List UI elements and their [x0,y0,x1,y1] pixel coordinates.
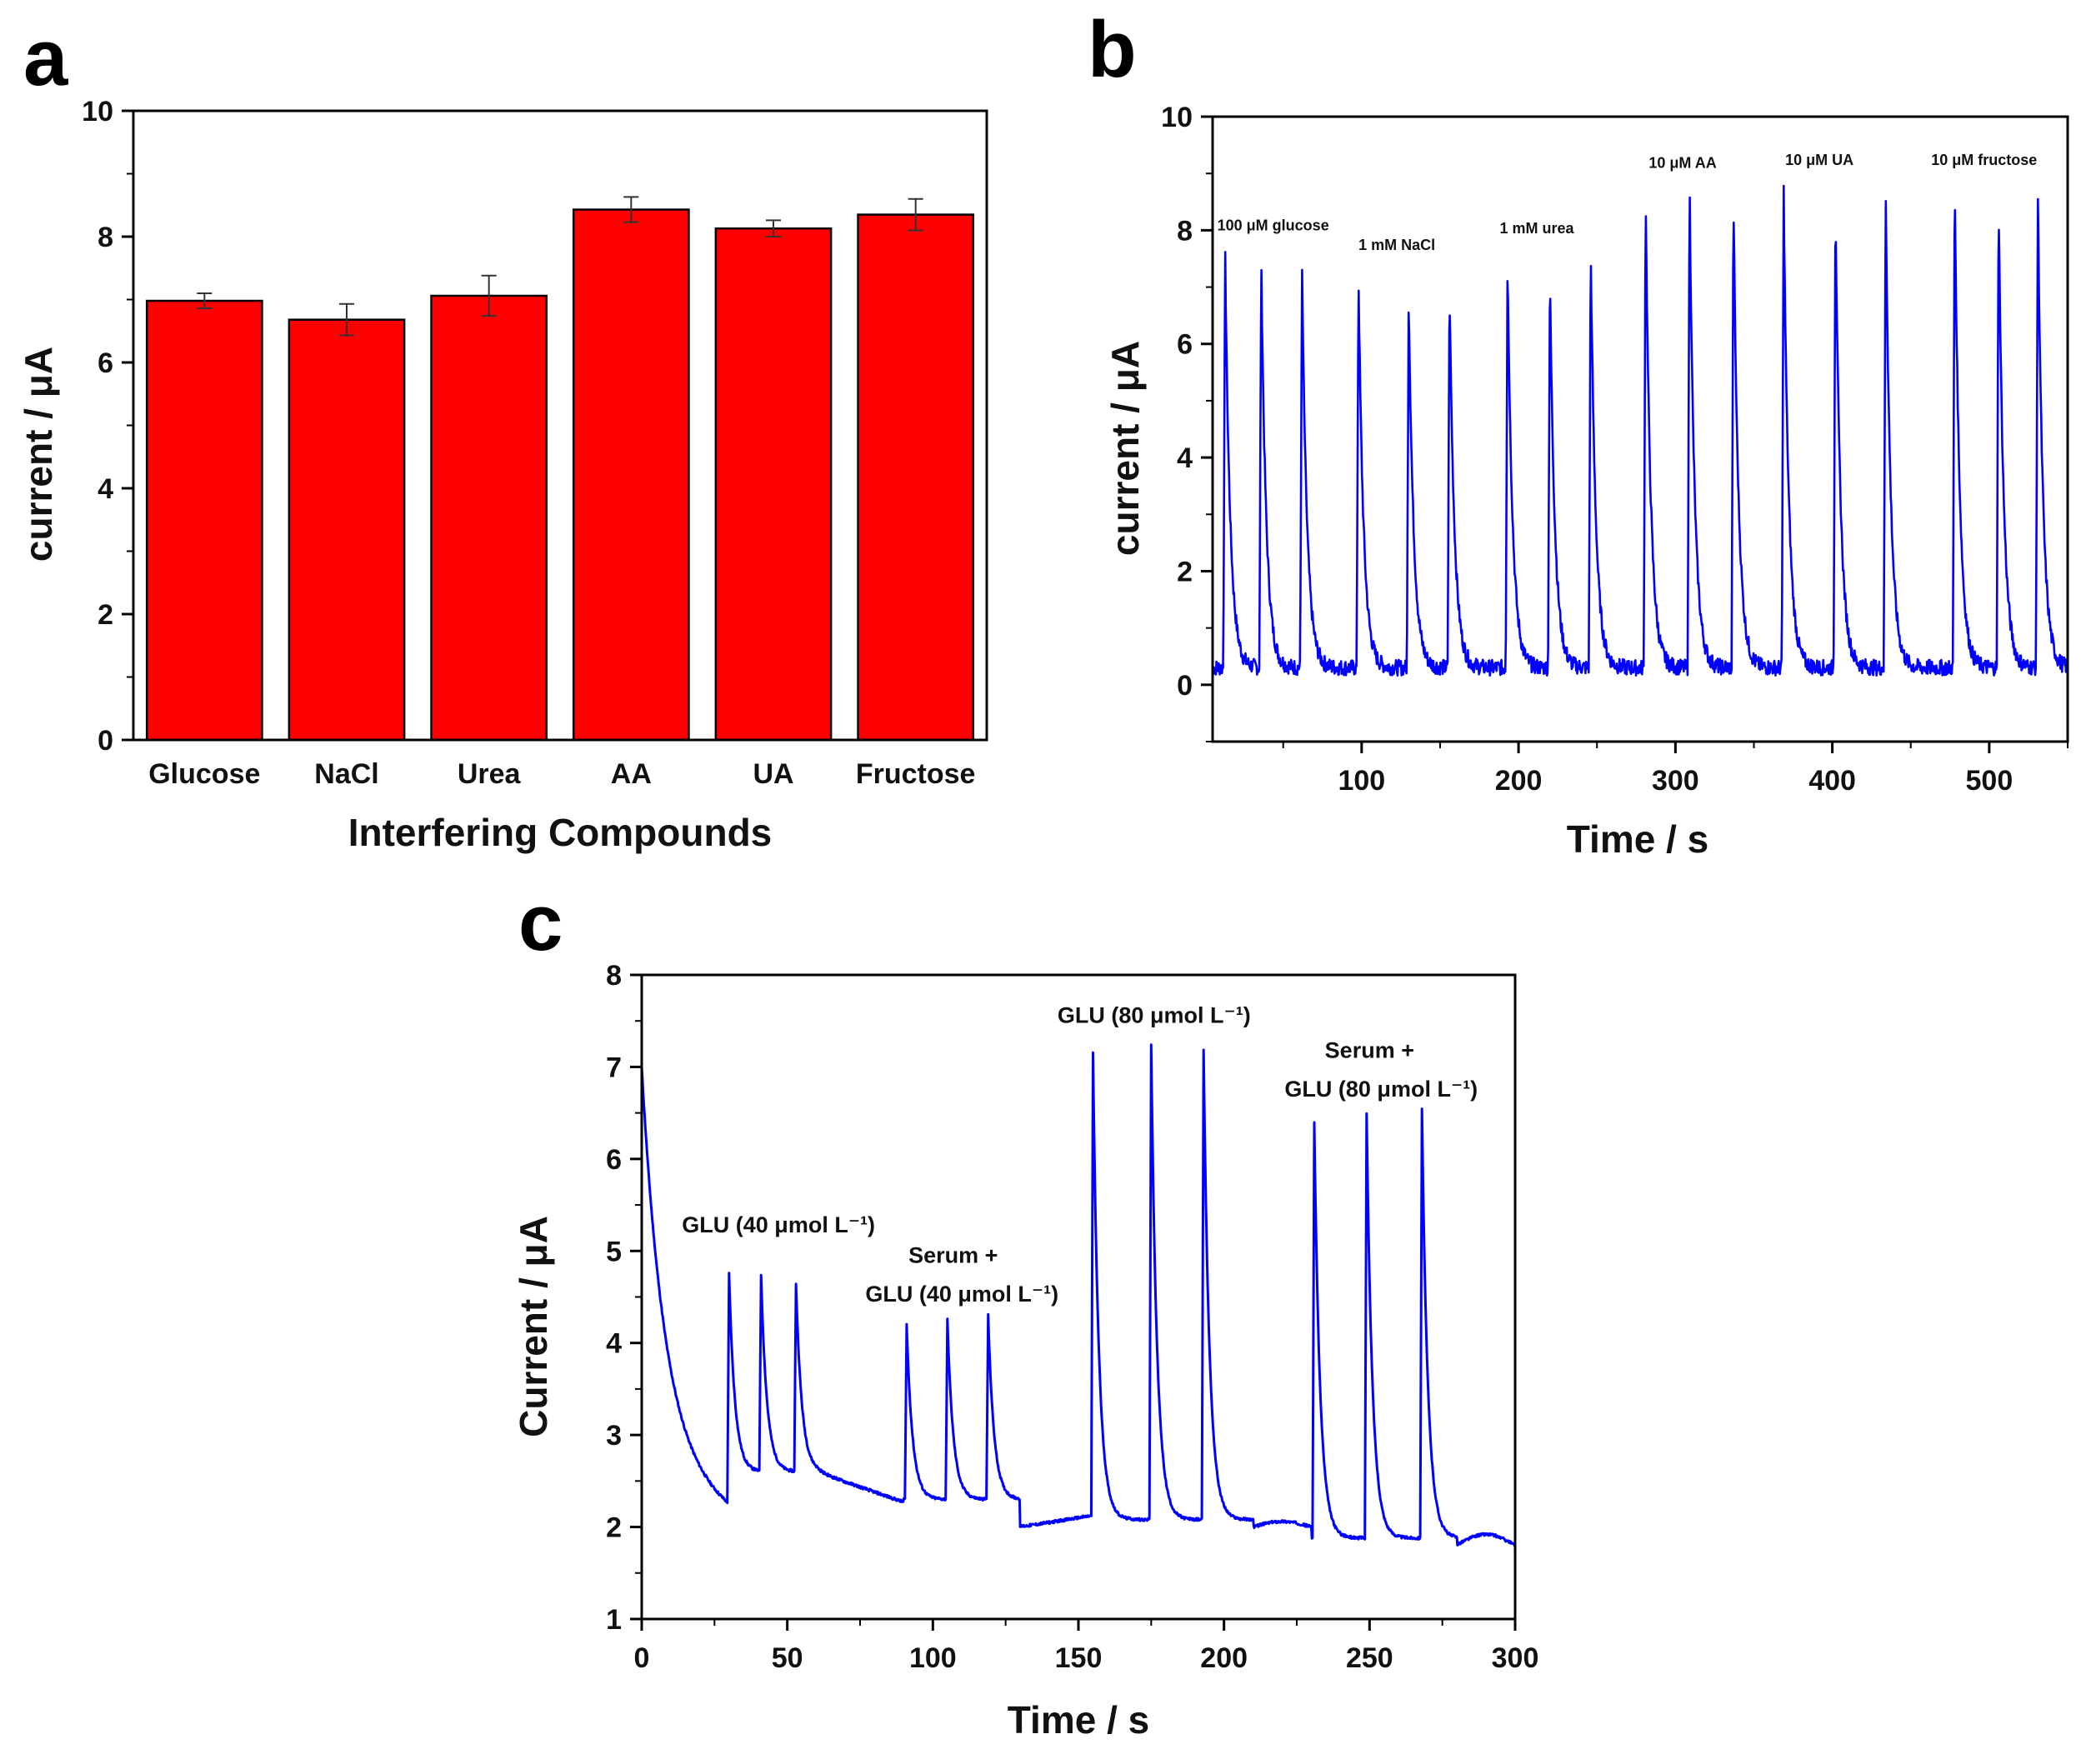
annotation-label: 1 mM urea [1500,220,1575,237]
panel-c-plot-frame [640,973,1517,1621]
annotation-label: GLU (80 μmol L⁻¹) [1058,1002,1251,1027]
bar-glucose [145,299,263,742]
x-tick-label: 200 [1200,1642,1248,1674]
y-tick-label: 5 [606,1236,622,1267]
y-tick-label: 2 [1177,556,1193,587]
y-tick-label: 2 [606,1512,622,1544]
y-tick-label: 1 [606,1604,622,1636]
panel-a-bar-chart: 0 2 4 6 8 10 Glucose NaCl Urea AA UA Fructose Inte… [17,96,988,854]
panel-letter-b: b [1088,5,1137,94]
panel-a-y-ticks: 0 2 4 6 8 10 [82,96,133,757]
annotation-label: 10 μM fructose [1931,152,2037,168]
x-tick-label-urea: Urea [458,758,522,790]
panel-c-x-ticks: 0 50 100 150 200 250 300 [634,1619,1539,1674]
panel-c-y-ticks: 1 2 3 4 5 6 7 8 [606,960,642,1636]
x-tick-label-fructose: Fructose [856,758,976,790]
panel-c-annotations: GLU (40 μmol L⁻¹) Serum + GLU (40 μmol L⁻¹… [682,1002,1478,1307]
y-tick-label: 8 [606,960,622,992]
x-tick-label: 50 [772,1642,803,1674]
bar-urea [430,294,548,742]
panel-a-error-bars [197,196,923,337]
annotation-label: GLU (40 μmol L⁻¹) [865,1282,1058,1307]
panel-b-x-axis-title: Time / s [1567,817,1708,861]
panel-a-bars [145,208,975,742]
y-tick-label: 4 [98,473,113,505]
y-tick-label: 8 [98,222,113,253]
x-tick-label: 500 [1966,765,2013,797]
x-tick-label: 300 [1492,1642,1539,1674]
panel-b-annotations: 100 μM glucose 1 mM NaCl 1 mM urea 10 μM AA… [1218,152,2038,253]
y-tick-label: 3 [606,1420,622,1452]
annotation-label: 100 μM glucose [1218,217,1329,233]
panel-b-x-ticks: 100 200 300 400 500 [1282,742,2068,797]
x-tick-label: 300 [1652,765,1699,797]
x-tick-label: 200 [1495,765,1543,797]
y-tick-label: 10 [82,96,113,127]
panel-a-y-axis-title: current / μA [17,347,60,562]
annotation-label: 10 μM AA [1648,154,1716,171]
x-tick-label-ua: UA [753,758,793,790]
x-tick-label-aa: AA [611,758,652,790]
x-tick-label-glucose: Glucose [148,758,260,790]
annotation-label: 10 μM UA [1785,152,1853,168]
bar-nacl [288,318,406,742]
x-tick-label: 100 [909,1642,957,1674]
y-tick-label: 8 [1177,215,1193,247]
panel-c-x-axis-title: Time / s [1008,1698,1149,1742]
y-tick-label: 6 [1177,329,1193,361]
panel-a-x-tick-labels: Glucose NaCl Urea AA UA Fructose [148,758,975,790]
panel-b-plot-frame [1211,115,2069,743]
y-tick-label: 6 [98,347,113,379]
panel-b-series-line [1211,184,2069,677]
panel-b-line-chart: 0 2 4 6 8 10 100 200 300 400 500 100 μM glucose 1 … [1103,102,2069,861]
y-tick-label: 7 [606,1052,622,1083]
x-tick-label-nacl: NaCl [314,758,378,790]
x-tick-label: 100 [1338,765,1385,797]
annotation-label: GLU (40 μmol L⁻¹) [682,1212,875,1237]
x-tick-label: 0 [634,1642,650,1674]
panel-b-y-axis-title: current / μA [1103,341,1147,556]
panel-b-y-ticks: 0 2 4 6 8 10 [1161,102,1213,742]
y-tick-label: 0 [1177,670,1193,702]
panel-c-series-line [640,1043,1517,1547]
panel-letter-a: a [23,13,68,102]
panel-c-y-axis-title: Current / μA [512,1216,555,1437]
x-tick-label: 150 [1055,1642,1103,1674]
panel-letter-c: c [518,878,563,967]
annotation-label: Serum + [1325,1037,1414,1062]
y-tick-label: 10 [1161,102,1193,133]
panel-a-x-axis-title: Interfering Compounds [348,811,773,854]
x-tick-label: 250 [1346,1642,1393,1674]
bar-ua [714,227,833,742]
annotation-label: GLU (80 μmol L⁻¹) [1284,1077,1478,1102]
annotation-label: Serum + [908,1243,998,1268]
y-tick-label: 4 [606,1328,622,1360]
y-tick-label: 6 [606,1144,622,1176]
x-tick-label: 400 [1808,765,1856,797]
bar-fructose [857,213,975,742]
bar-aa [572,208,690,742]
panel-c-line-chart: 1 2 3 4 5 6 7 8 0 50 100 150 200 250 300 GLU (40 μmol… [512,960,1538,1742]
y-tick-label: 2 [98,599,113,631]
y-tick-label: 4 [1177,442,1193,474]
annotation-label: 1 mM NaCl [1358,237,1435,253]
y-tick-label: 0 [98,725,113,757]
